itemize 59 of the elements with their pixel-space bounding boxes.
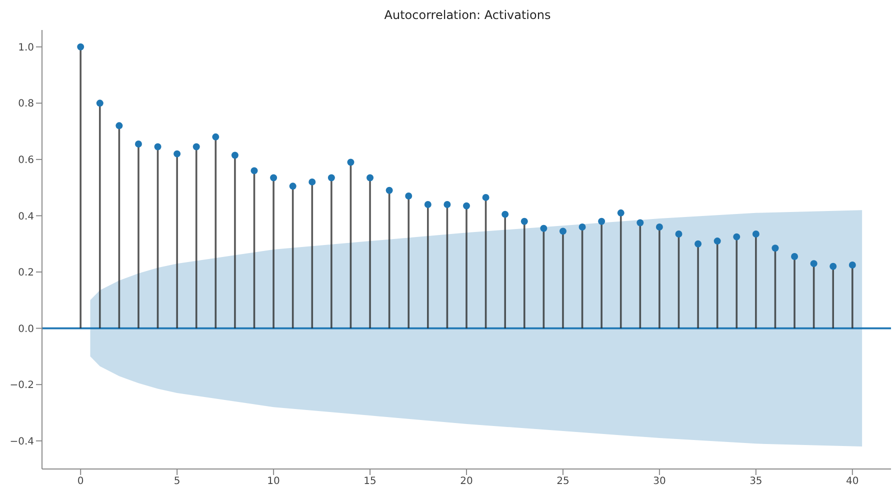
- point: [598, 218, 606, 225]
- point: [482, 194, 490, 201]
- point: [848, 261, 856, 268]
- point: [830, 262, 837, 270]
- point: [250, 167, 258, 174]
- point: [154, 143, 162, 150]
- point: [578, 223, 586, 230]
- x-tick-label: 5: [174, 476, 180, 488]
- point: [405, 192, 412, 200]
- point: [386, 186, 393, 194]
- point: [134, 140, 142, 148]
- point: [656, 223, 663, 230]
- point: [328, 174, 335, 182]
- x-tick-label: 20: [460, 476, 473, 488]
- y-tick-label: 0.8: [18, 98, 34, 110]
- point: [502, 210, 509, 218]
- point: [424, 200, 432, 208]
- point: [308, 178, 316, 186]
- point: [289, 182, 296, 190]
- point: [192, 143, 200, 150]
- point: [675, 230, 682, 238]
- x-tick-label: 40: [846, 476, 859, 488]
- point: [636, 219, 644, 226]
- point: [347, 158, 354, 166]
- point: [733, 233, 740, 240]
- point: [791, 253, 798, 260]
- point: [270, 174, 278, 182]
- point: [559, 228, 566, 235]
- x-tick-label: 10: [267, 476, 280, 488]
- point: [694, 240, 702, 248]
- point: [617, 209, 624, 216]
- point: [520, 218, 528, 225]
- point: [174, 150, 181, 158]
- point: [366, 174, 374, 182]
- chart-title: Autocorrelation: Activations: [383, 8, 552, 22]
- point: [752, 230, 760, 238]
- point: [810, 260, 818, 268]
- y-tick-label: 0.6: [18, 155, 34, 166]
- point: [714, 238, 721, 245]
- point: [77, 43, 84, 50]
- point: [463, 202, 470, 210]
- point: [444, 200, 451, 208]
- point: [96, 100, 104, 107]
- x-tick-label: 30: [653, 476, 666, 488]
- y-tick-label: 0.0: [18, 324, 34, 335]
- y-tick-label: 0.4: [18, 211, 34, 222]
- y-tick-label: −0.4: [10, 436, 34, 448]
- point: [212, 133, 220, 140]
- x-tick-label: 35: [750, 476, 762, 488]
- point: [116, 122, 123, 130]
- x-tick-label: 0: [77, 476, 84, 488]
- point: [540, 224, 548, 232]
- x-tick-label: 25: [556, 476, 570, 488]
- y-tick-label: 0.2: [18, 268, 34, 279]
- x-tick-label: 15: [364, 476, 376, 488]
- y-tick-label: −0.2: [10, 380, 34, 392]
- y-tick-label: 1.0: [18, 42, 34, 54]
- point: [772, 244, 779, 252]
- point: [231, 152, 238, 159]
